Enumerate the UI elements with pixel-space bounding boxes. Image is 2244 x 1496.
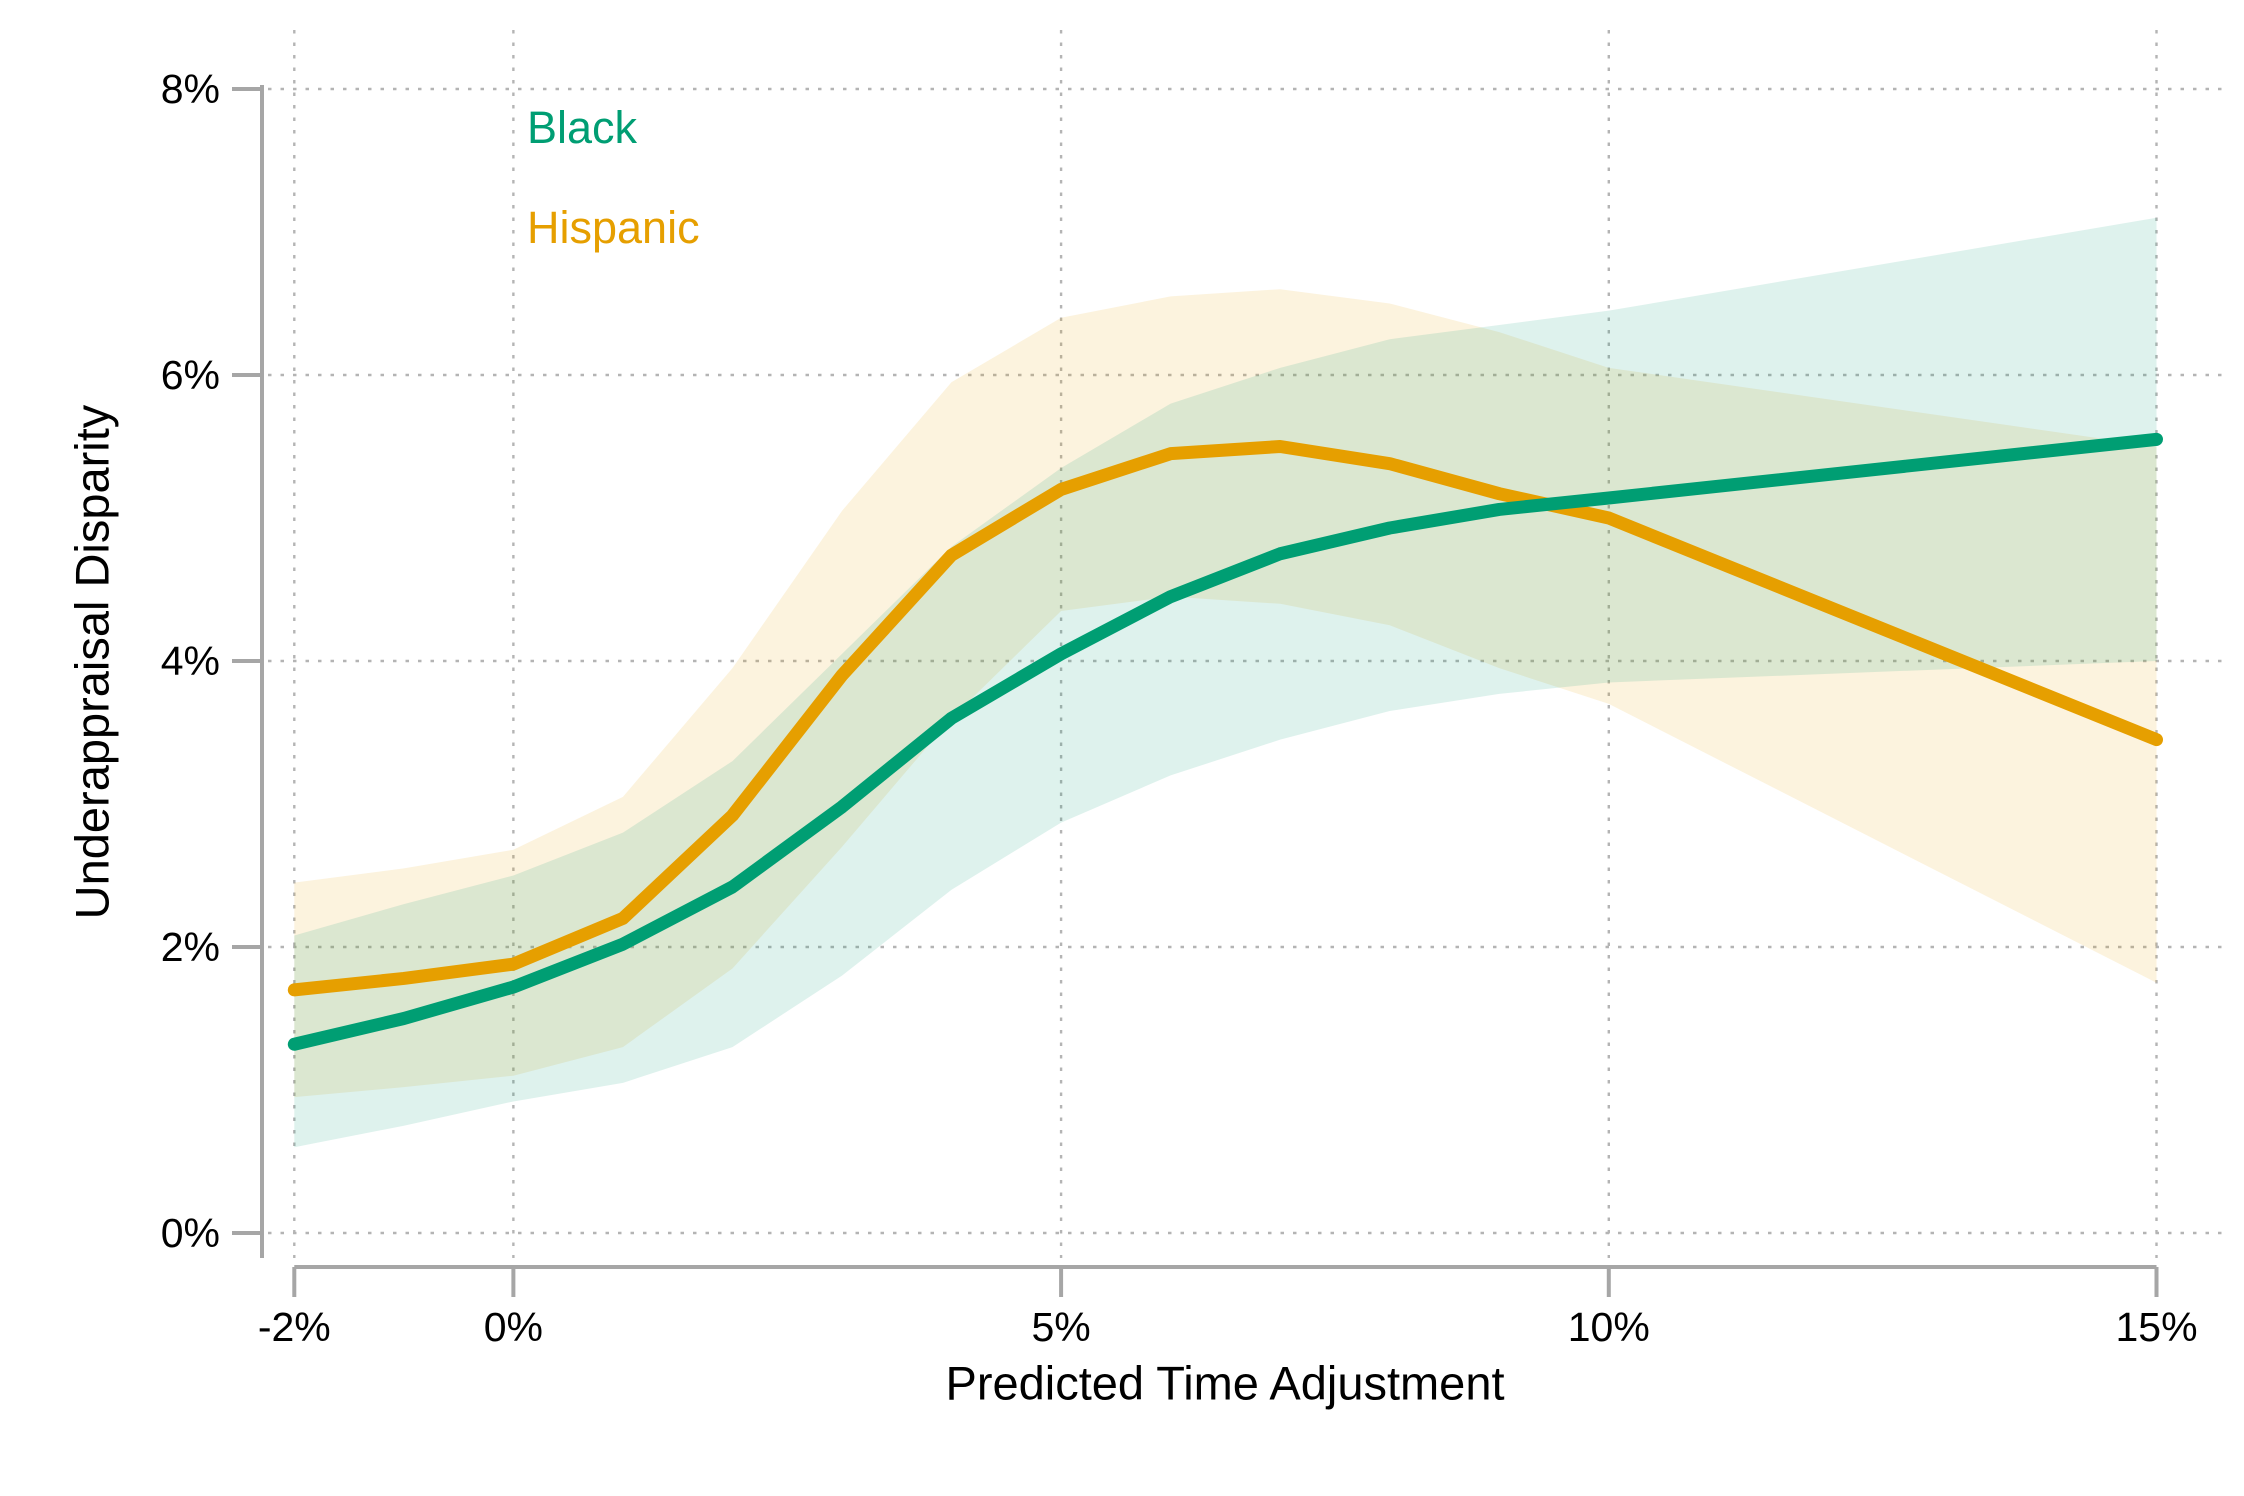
x-tick-label: 10% — [1568, 1304, 1650, 1350]
y-axis-title: Underappraisal Disparity — [65, 404, 119, 920]
y-tick-label: 2% — [161, 924, 220, 970]
y-tick-label: 4% — [161, 638, 220, 684]
x-tick-label: 0% — [484, 1304, 543, 1350]
legend-label-hispanic: Hispanic — [527, 202, 700, 253]
y-tick-label: 6% — [161, 352, 220, 398]
y-tick-label: 0% — [161, 1210, 220, 1256]
x-tick-label: -2% — [258, 1304, 331, 1350]
legend-label-black: Black — [527, 102, 638, 153]
x-axis-title: Predicted Time Adjustment — [945, 1356, 1505, 1410]
confidence-band-black — [294, 217, 2157, 1148]
x-tick-label: 15% — [2115, 1304, 2197, 1350]
y-tick-label: 8% — [161, 66, 220, 112]
series-line-hispanic — [287, 440, 2163, 997]
series-line-black — [287, 432, 2163, 1051]
x-tick-label: 5% — [1031, 1304, 1090, 1350]
